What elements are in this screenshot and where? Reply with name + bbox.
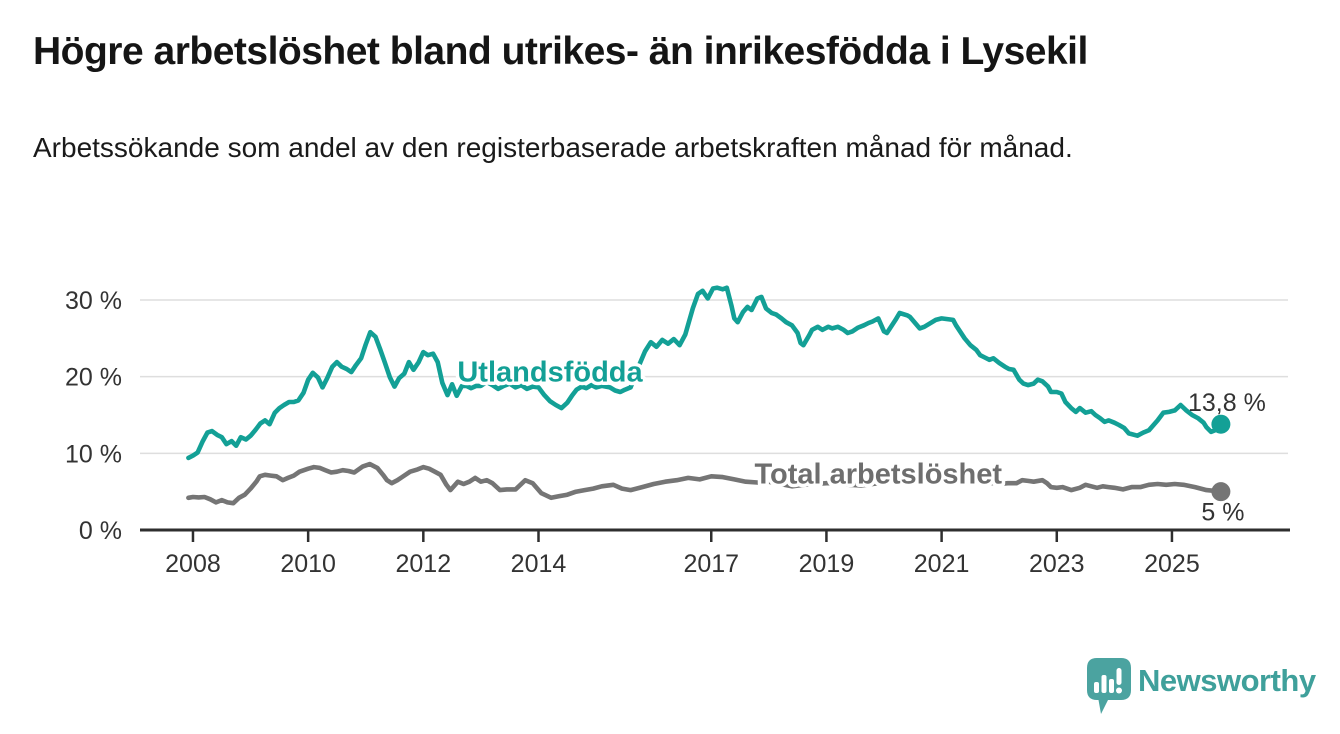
x-tick-label-2010: 2010 (280, 550, 336, 578)
newsworthy-brand-text: Newsworthy (1138, 663, 1316, 698)
y-tick-label-30: 30 % (65, 287, 122, 315)
x-tick-label-2008: 2008 (165, 550, 221, 578)
x-tick-label-2017: 2017 (683, 550, 739, 578)
series-label-0: Total arbetslöshet (754, 459, 1002, 491)
y-tick-label-20: 20 % (65, 364, 122, 392)
series-end-label-0: 5 % (1201, 499, 1244, 527)
x-tick-label-2023: 2023 (1029, 550, 1085, 578)
chart-subtitle: Arbetssökande som andel av den registerb… (33, 132, 1073, 163)
series-end-label-1: 13,8 % (1188, 389, 1266, 417)
x-tick-label-2014: 2014 (511, 550, 567, 578)
x-tick-label-2021: 2021 (914, 550, 970, 578)
series-end-dot-0 (1211, 482, 1231, 502)
series-line-0 (186, 461, 1224, 506)
x-tick-label-2025: 2025 (1144, 550, 1200, 578)
logo-barchart-glyph (1094, 668, 1122, 694)
series-line-1 (186, 285, 1224, 461)
x-tick-label-2012: 2012 (396, 550, 452, 578)
y-tick-label-0: 0 % (79, 517, 122, 545)
series-end-dot-1 (1211, 414, 1231, 434)
chart-title: Högre arbetslöshet bland utrikes- än inr… (33, 30, 1088, 73)
newsworthy-logo-icon (1087, 658, 1131, 714)
x-tick-label-2019: 2019 (799, 550, 855, 578)
series-label-1: Utlandsfödda (457, 356, 643, 388)
y-tick-label-10: 10 % (65, 440, 122, 468)
